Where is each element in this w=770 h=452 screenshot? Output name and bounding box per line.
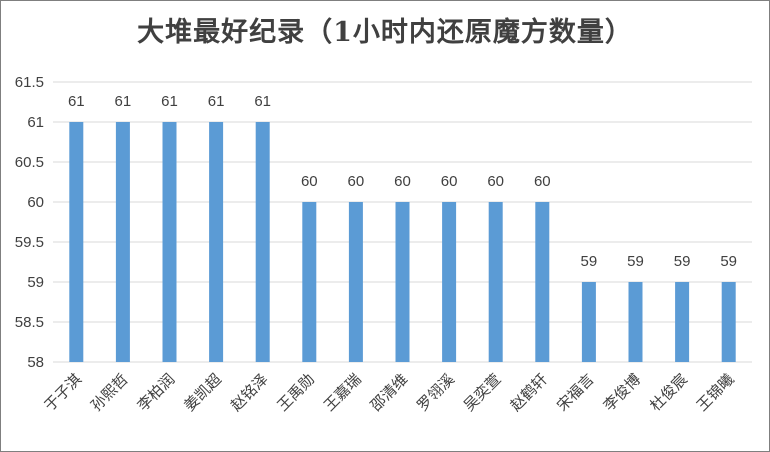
bar: [115, 122, 130, 362]
data-label: 61: [208, 93, 225, 110]
bar: [209, 122, 224, 362]
y-tick-label: 59.5: [15, 234, 44, 251]
data-label: 59: [674, 253, 691, 270]
x-tick-label: 王嘉瑞: [320, 370, 365, 415]
x-axis: 于子淇 孙熙哲 李柏润 姜凯超 赵铭泽 王禹勋 王嘉瑞 邵清维 罗翎溪 吴奕萱 赵鹤轩 宋福言 李俊博杜…: [41, 370, 738, 415]
bar: [581, 282, 596, 362]
x-tick-label: 姜凯超: [180, 370, 225, 415]
x-tick-label: 于子淇: [41, 370, 86, 415]
data-label: 60: [441, 173, 458, 190]
y-tick-label: 58: [27, 354, 44, 371]
y-tick-label: 58.5: [15, 314, 44, 331]
data-label: 59: [627, 253, 644, 270]
data-label: 61: [115, 93, 132, 110]
data-labels: 61 61 61 61 61 60 60 60 60 60 60 59 59 59 59: [68, 93, 737, 270]
y-tick-label: 61.5: [15, 74, 44, 91]
bar: [535, 202, 550, 362]
bar: [721, 282, 736, 362]
x-tick-label: 宋福言: [553, 370, 598, 415]
y-tick-label: 60.5: [15, 154, 44, 171]
chart-title: 大堆最好纪录（1小时内还原魔方数量）: [137, 17, 633, 48]
bar: [488, 202, 503, 362]
bar: [302, 202, 317, 362]
data-label: 59: [581, 253, 598, 270]
bar: [69, 122, 84, 362]
data-label: 61: [161, 93, 178, 110]
bar: [348, 202, 363, 362]
x-tick-label: 李俊博: [600, 370, 645, 415]
bars: [69, 122, 736, 362]
bar: [162, 122, 177, 362]
x-tick-label: 李柏润: [134, 370, 179, 415]
y-axis: 58 58.5 59 59.5 60 60.5 61 61.5: [15, 74, 44, 371]
data-label: 60: [348, 173, 365, 190]
data-label: 61: [68, 93, 85, 110]
x-tick-label: 罗翎溪: [413, 370, 458, 415]
x-tick-label: 赵鹤轩: [507, 370, 552, 415]
x-tick-label: 邵清维: [367, 370, 412, 415]
bar: [395, 202, 410, 362]
x-tick-label: 王锦曦: [693, 370, 738, 415]
data-label: 60: [487, 173, 504, 190]
bar: [675, 282, 690, 362]
x-tick-label: 孙熙哲: [87, 370, 132, 415]
y-tick-label: 61: [27, 114, 44, 131]
data-label: 60: [534, 173, 551, 190]
data-label: 61: [254, 93, 271, 110]
y-tick-label: 60: [27, 194, 44, 211]
x-tick-label: 吴奕萱: [460, 370, 505, 415]
x-tick-label: 王禹勋: [274, 370, 319, 415]
data-label: 60: [301, 173, 318, 190]
data-label: 60: [394, 173, 411, 190]
x-tick-label: 杜俊宸: [646, 370, 691, 415]
bar: [628, 282, 643, 362]
data-label: 59: [720, 253, 737, 270]
bar: [255, 122, 270, 362]
y-tick-label: 59: [27, 274, 44, 291]
bar: [442, 202, 457, 362]
x-tick-label: 赵铭泽: [227, 370, 272, 415]
